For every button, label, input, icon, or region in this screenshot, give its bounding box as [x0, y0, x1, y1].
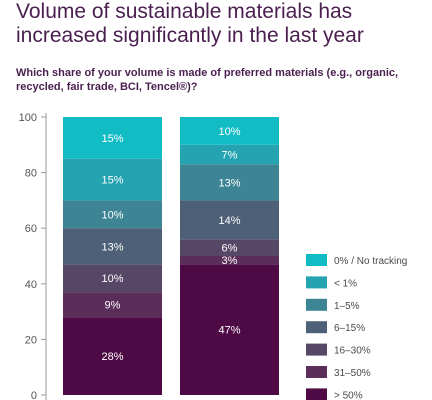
bar-segment — [63, 200, 162, 229]
bar-segment — [63, 158, 162, 201]
bar-segment — [63, 228, 162, 265]
bar-segment — [180, 239, 279, 256]
bar-data-label: 3% — [222, 255, 238, 267]
legend-label: 0% / No tracking — [334, 256, 407, 267]
chart-title: Volume of sustainable materials has incr… — [16, 0, 364, 47]
bar-segment — [63, 292, 162, 318]
y-tick-label: 60 — [25, 223, 37, 235]
bar-data-label: 7% — [222, 150, 238, 162]
y-tick-label: 80 — [25, 168, 37, 180]
bar-segment — [180, 144, 279, 165]
y-axis: 0 20 40 60 80 100 — [19, 112, 47, 400]
bar-segment — [63, 264, 162, 293]
chart-subtitle: Which share of your volume is made of pr… — [16, 67, 399, 93]
bar-data-label: 9% — [105, 300, 121, 312]
bar-segment — [180, 117, 279, 145]
bar-segment — [180, 264, 279, 395]
bar-data-label: 15% — [101, 175, 123, 187]
legend-label: > 50% — [334, 390, 363, 400]
legend-swatch — [306, 388, 327, 400]
bar-data-label: 10% — [218, 126, 240, 138]
legend-swatch — [306, 343, 327, 356]
bar-data-label: 28% — [101, 351, 123, 363]
bar-segment — [180, 200, 279, 240]
y-tick-label: 100 — [19, 112, 37, 124]
bar-segment — [63, 117, 162, 159]
bar-data-label: 47% — [218, 325, 240, 337]
legend-swatch — [306, 366, 327, 378]
legend: 0% / No tracking < 1% 1–5% 6–15% 16–30% 31–50… — [306, 254, 407, 400]
legend-swatch — [306, 254, 327, 266]
legend-label: 16–30% — [334, 346, 371, 357]
bar-data-label: 10% — [101, 273, 123, 285]
bar-data-label: 15% — [101, 133, 123, 145]
bar-segment — [180, 256, 279, 265]
bar-data-label: 10% — [101, 209, 123, 221]
legend-swatch — [306, 298, 327, 311]
legend-label: < 1% — [334, 278, 357, 289]
legend-swatch — [306, 276, 327, 289]
legend-label: 1–5% — [334, 301, 360, 312]
bar-segment — [180, 164, 279, 201]
legend-label: 31–50% — [334, 368, 371, 379]
bars: 28% 9% 10% 13% 10% 15% 15% 47% 3%6% 14% 13% 7% 10% — [63, 117, 279, 395]
bar-data-label: 13% — [218, 177, 240, 189]
y-tick-label: 20 — [25, 334, 37, 346]
bar-data-label: 14% — [218, 215, 240, 227]
y-tick-label: 0 — [31, 390, 37, 400]
legend-swatch — [306, 321, 327, 334]
bar-data-label: 6% — [222, 243, 238, 255]
bar-segment — [63, 317, 162, 395]
legend-label: 6–15% — [334, 323, 365, 334]
bar-data-label: 13% — [101, 241, 123, 253]
y-tick-label: 40 — [25, 279, 37, 291]
